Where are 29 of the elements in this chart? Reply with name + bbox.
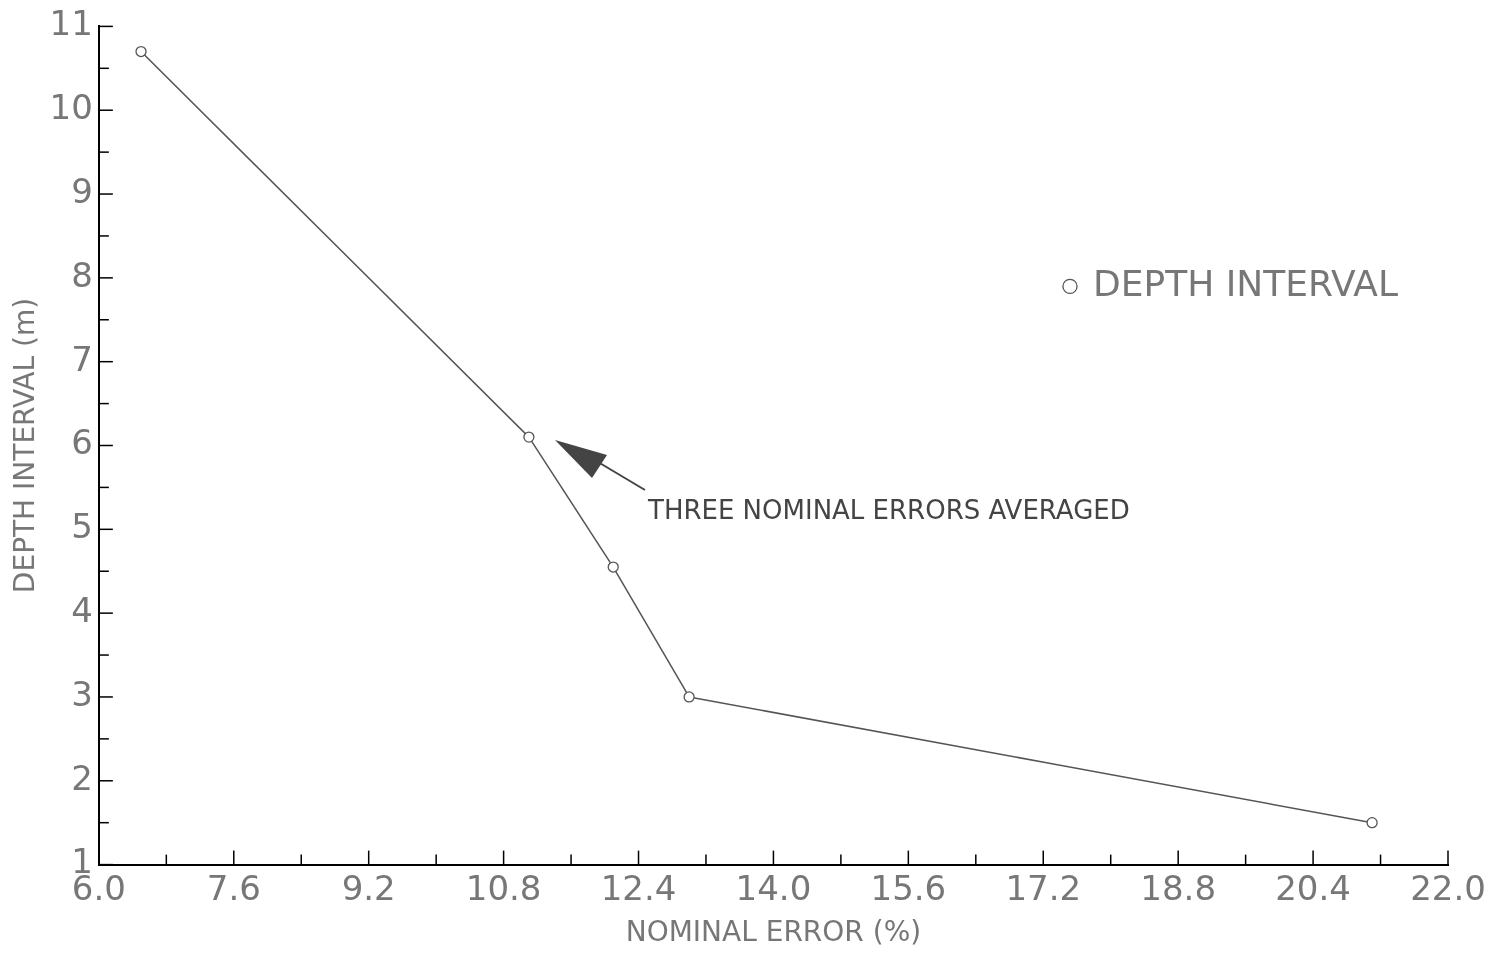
point bbox=[1366, 817, 1378, 829]
annotation: THREE NOMINAL ERRORS AVERAGED bbox=[647, 494, 1130, 525]
point bbox=[607, 561, 619, 573]
x-axis-title: NOMINAL ERROR (%) bbox=[625, 915, 922, 949]
legend-label: DEPTH INTERVAL bbox=[1092, 262, 1398, 304]
y-tick-label: 8 bbox=[71, 254, 93, 295]
point bbox=[135, 45, 147, 58]
y-tick-label: 7 bbox=[71, 338, 93, 379]
y-tick-label: 9 bbox=[71, 170, 93, 211]
x-tick-label: 14.0 bbox=[735, 867, 812, 908]
point bbox=[683, 691, 695, 703]
x-tick-label: 22.0 bbox=[1410, 867, 1486, 908]
x-tick-label: 17.2 bbox=[1005, 867, 1082, 908]
y-tick-label: 5 bbox=[71, 506, 93, 547]
point bbox=[523, 431, 535, 443]
y-tick-label: 6 bbox=[71, 422, 93, 463]
x-tick-label: 10.8 bbox=[465, 867, 542, 908]
x-tick-label: 18.8 bbox=[1140, 867, 1217, 908]
x-tick-label: 9.2 bbox=[341, 867, 396, 908]
y-tick-label: 10 bbox=[49, 87, 93, 128]
x-tick-label: 20.4 bbox=[1275, 867, 1351, 908]
y-tick-label: 3 bbox=[71, 673, 93, 714]
y-tick-label: 4 bbox=[71, 589, 93, 630]
x-tick-label: 7.6 bbox=[206, 867, 261, 908]
y-tick-label: 11 bbox=[49, 3, 93, 44]
x-tick-label: 12.4 bbox=[600, 867, 677, 908]
x-tick-label: 15.6 bbox=[870, 867, 947, 908]
y-tick-label: 2 bbox=[71, 757, 93, 798]
y-axis-title: DEPTH INTERVAL (m) bbox=[8, 297, 42, 594]
